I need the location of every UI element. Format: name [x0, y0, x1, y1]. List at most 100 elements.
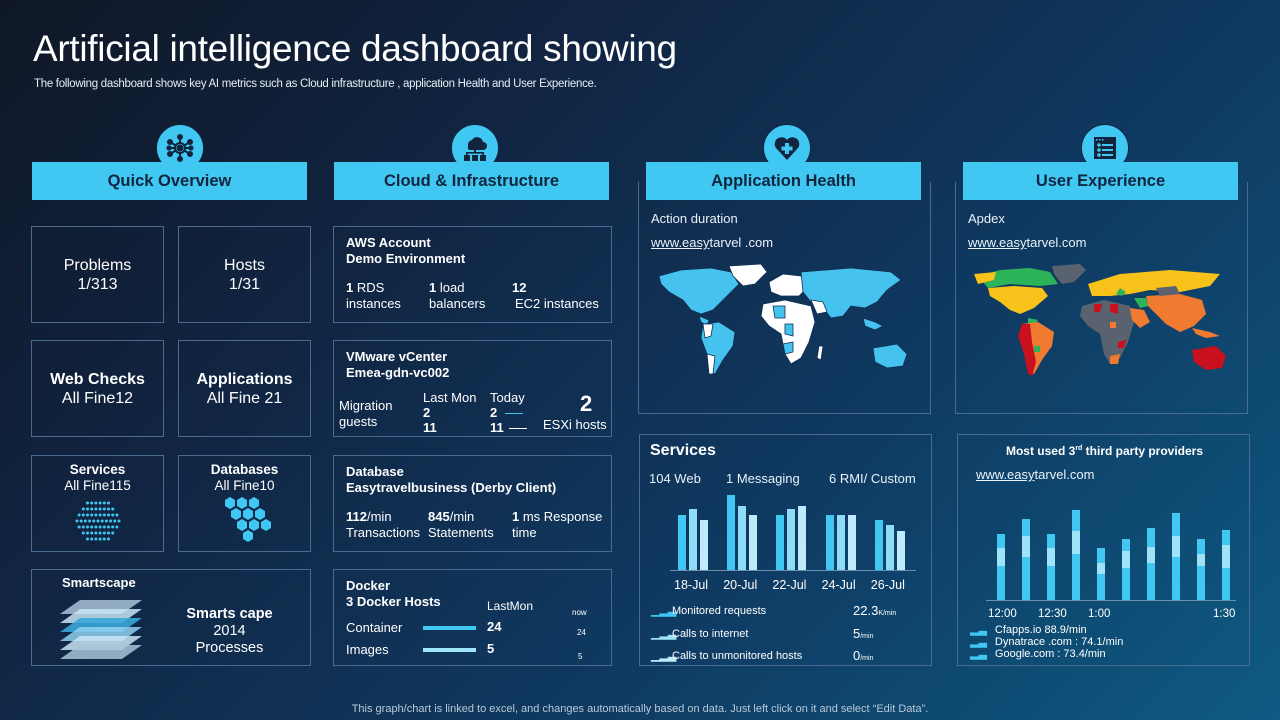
third-party-bar-segment [1047, 548, 1055, 566]
third-party-bar-segment [1222, 568, 1230, 600]
x-tick-label: 20-Jul [723, 578, 758, 592]
applications-value: All Fine 21 [206, 389, 283, 407]
third-party-bar-segment [1097, 548, 1105, 563]
third-party-bar-segment [1047, 566, 1055, 600]
web-checks-value: All Fine12 [61, 389, 134, 407]
services-bar [825, 515, 834, 570]
third-party-bar-segment [1172, 557, 1180, 600]
third-party-bar-segment [1097, 574, 1105, 600]
x-tick-label: 22-Jul [772, 578, 807, 592]
rmi-custom-count: 6 RMI/ Custom [829, 471, 916, 486]
services-bar [885, 525, 894, 570]
problems-tile[interactable]: Problems 1/313 [31, 226, 164, 323]
world-map-apdex [974, 264, 1226, 376]
section-quick-overview: Quick Overview [32, 162, 307, 200]
third-party-site-link[interactable]: www.easytarvel.com [976, 467, 1095, 482]
calls-to-unmonitored-row: ▁▂▃ Calls to unmonitored hosts 0/min [648, 645, 928, 668]
monitored-requests-row: ▁▂▃ Monitored requests 22.3K/min [648, 600, 928, 623]
aws-lb-metric: 1 load balancers [429, 280, 486, 311]
user-experience-site-link[interactable]: www.easytarvel.com [968, 235, 1087, 250]
applications-label: Applications [196, 370, 293, 388]
smartscape-tile[interactable]: Smartscape Smarts cape 2014 Processes [31, 569, 311, 666]
docker-card[interactable]: Docker 3 Docker Hosts LastMon now Contai… [333, 569, 612, 666]
services-panel: Services 104 Web 1 Messaging 6 RMI/ Cust… [639, 434, 932, 666]
third-party-bar-segment [1072, 510, 1080, 531]
stat-value: 22.3K/min [853, 603, 897, 618]
web-checks-tile[interactable]: Web Checks All Fine12 [31, 340, 164, 437]
services-bar [727, 495, 736, 570]
database-card[interactable]: Database Easytravelbusiness (Derby Clien… [333, 455, 612, 552]
database-subtitle: Easytravelbusiness (Derby Client) [346, 480, 557, 495]
smartscape-value: 2014 [213, 623, 246, 639]
services-panel-title: Services [650, 442, 716, 459]
container-label: Container [346, 620, 403, 635]
stat-value: 0/min [853, 648, 874, 663]
esxi-value: 2 [580, 391, 593, 416]
third-party-bar-segment [997, 534, 1005, 548]
services-tile[interactable]: Services All Fine115 [31, 455, 164, 552]
page-subtitle: The following dashboard shows key AI met… [34, 78, 597, 90]
images-now: 5 [578, 652, 583, 661]
services-bar [678, 515, 686, 570]
page-title: Artificial intelligence dashboard showin… [33, 28, 677, 69]
third-party-bar-segment [1022, 557, 1030, 600]
app-health-site-link[interactable]: www.easytarvel .com [651, 235, 774, 250]
x-tick-label: 1:00 [1088, 608, 1111, 620]
vmware-card[interactable]: VMware vCenter Emea-gdn-vc002 Migration g… [333, 340, 612, 437]
docker-now-label: now [572, 608, 587, 617]
hexagon-cluster-icon [224, 497, 271, 542]
stat-label: Monitored requests [672, 605, 767, 617]
services-bar [847, 515, 856, 570]
services-bar [689, 509, 697, 570]
vmware-today: Today 2 11 [490, 390, 528, 435]
migration-label: Migration guests [339, 398, 393, 429]
services-bar [738, 506, 747, 570]
third-party-bar-segment [1122, 568, 1130, 600]
docker-last-mon-label: LastMon [487, 599, 534, 613]
aws-rds-metric: 1 RDS instances [346, 280, 401, 311]
section-user-experience: User Experience [963, 162, 1238, 200]
databases-label: Databases [210, 462, 279, 477]
hosts-tile[interactable]: Hosts 1/31 [178, 226, 311, 323]
calls-to-internet-row: ▁▂▃ Calls to internet 5/min [648, 623, 928, 646]
databases-value: All Fine10 [214, 478, 275, 493]
transactions-metric: 112/min Transactions [346, 509, 420, 540]
third-party-bar-segment [1222, 530, 1230, 545]
aws-title: AWS Account [346, 235, 431, 250]
x-tick-label: 1:30 [1213, 608, 1236, 620]
smartscape-unit: Processes [195, 640, 264, 656]
third-party-panel: Most used 3rd third party providers www.… [957, 434, 1250, 666]
third-party-bar-segment [997, 548, 1005, 566]
services-bar [787, 509, 796, 570]
third-party-bar-segment [1197, 554, 1205, 566]
messaging-count: 1 Messaging [726, 471, 800, 486]
bar-chart-icon: ▂▃ [970, 636, 987, 648]
third-party-bar-segment [1147, 528, 1155, 547]
third-party-bar-segment [1072, 554, 1080, 600]
applications-tile[interactable]: Applications All Fine 21 [178, 340, 311, 437]
apdex-label: Apdex [968, 211, 1005, 226]
services-bar [776, 515, 785, 570]
hosts-label: Hosts [224, 256, 265, 274]
user-experience-panel: Apdex www.easytarvel.com [955, 182, 1248, 414]
legend-item-google: ▂▃ Google.com : 73.4/min [970, 648, 1106, 660]
aws-account-card[interactable]: AWS Account Demo Environment 1 RDS instan… [333, 226, 612, 323]
services-value: All Fine115 [64, 478, 131, 493]
third-party-bar-segment [1197, 539, 1205, 554]
third-party-bar-segment [1097, 563, 1105, 574]
images-label: Images [346, 642, 389, 657]
bar-chart-icon: ▂▃ [970, 624, 987, 636]
third-party-bar-segment [1122, 539, 1130, 551]
third-party-bar-segment [997, 566, 1005, 600]
services-bar [700, 520, 708, 570]
x-tick-label: 18-Jul [674, 578, 709, 592]
vmware-title: VMware vCenter [346, 349, 448, 364]
databases-tile[interactable]: Databases All Fine10 [178, 455, 311, 552]
action-duration-label: Action duration [651, 211, 738, 226]
third-party-bar-segment [1022, 536, 1030, 557]
services-bar-chart [670, 491, 916, 571]
x-tick-label: 26-Jul [870, 578, 905, 592]
x-tick-label: 12:00 [988, 608, 1017, 620]
images-last-mon: 5 [487, 641, 495, 656]
section-application-health: Application Health [646, 162, 921, 200]
